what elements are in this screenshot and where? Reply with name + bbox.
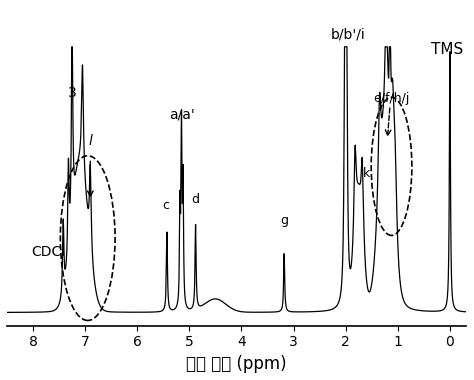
Text: c: c xyxy=(163,198,169,212)
Text: 3: 3 xyxy=(68,86,76,100)
X-axis label: 化学 位移 (ppm): 化学 位移 (ppm) xyxy=(186,355,287,373)
Text: TMS: TMS xyxy=(431,43,464,57)
Text: d: d xyxy=(191,193,200,206)
Text: k: k xyxy=(363,167,370,180)
Text: e/f/h/j: e/f/h/j xyxy=(374,92,410,105)
Text: a/a': a/a' xyxy=(169,107,194,121)
Text: b/b'/i: b/b'/i xyxy=(331,27,365,41)
Text: CDCl: CDCl xyxy=(32,245,66,260)
Text: l: l xyxy=(88,134,92,148)
Text: g: g xyxy=(280,214,288,228)
